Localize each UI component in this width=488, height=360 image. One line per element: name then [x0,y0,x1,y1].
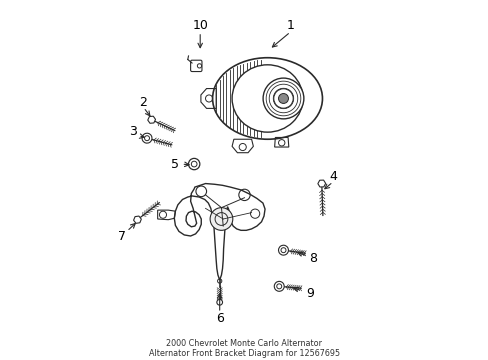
Text: 1: 1 [286,19,294,32]
Text: 9: 9 [305,287,313,300]
Circle shape [278,94,288,103]
Text: 7: 7 [118,230,126,243]
Circle shape [188,158,200,170]
Circle shape [278,245,288,255]
Text: 10: 10 [192,19,208,32]
Ellipse shape [273,89,293,108]
Circle shape [216,300,222,305]
Circle shape [142,133,152,143]
Text: 8: 8 [309,252,317,265]
Text: 2: 2 [139,95,147,108]
Text: 6: 6 [215,312,223,325]
Text: 4: 4 [328,170,336,183]
Circle shape [274,282,284,291]
Polygon shape [317,180,325,187]
Text: 3: 3 [129,125,137,138]
Polygon shape [133,216,141,223]
Polygon shape [147,116,155,123]
Ellipse shape [232,65,303,132]
Text: 5: 5 [171,158,179,171]
Ellipse shape [263,78,303,119]
Text: 2000 Chevrolet Monte Carlo Alternator
Alternator Front Bracket Diagram for 12567: 2000 Chevrolet Monte Carlo Alternator Al… [149,339,339,358]
Circle shape [210,208,232,230]
